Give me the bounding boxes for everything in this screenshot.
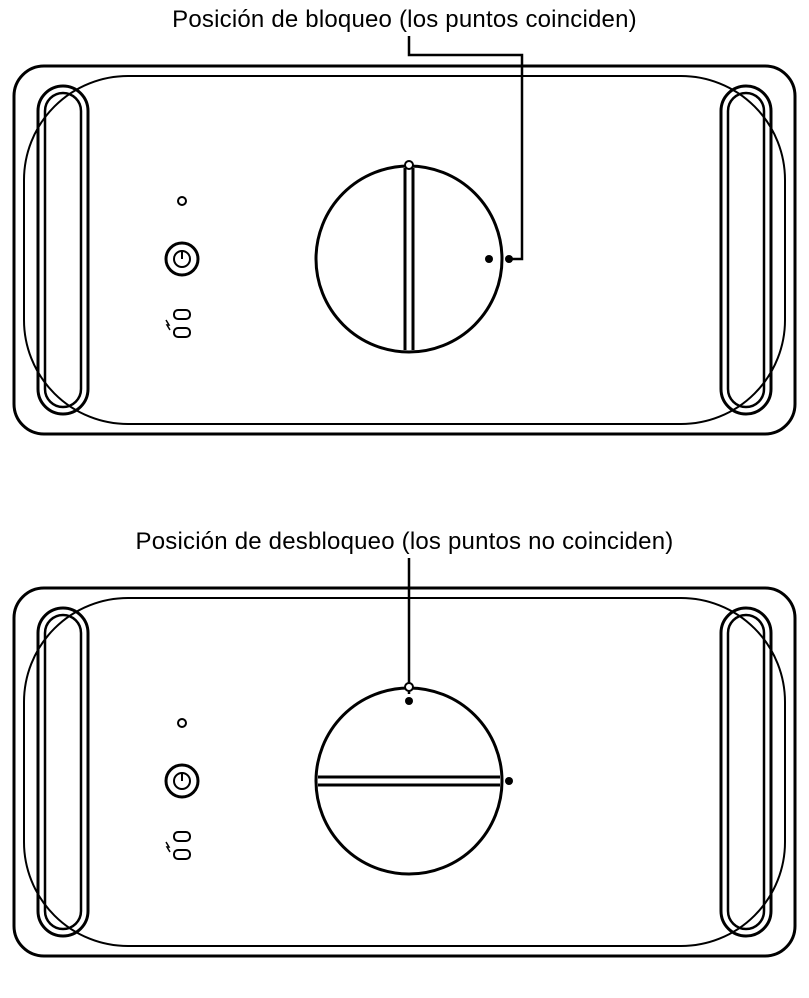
chassis-inner-lip bbox=[24, 598, 785, 946]
port-bottom bbox=[174, 850, 190, 859]
handle-slot-right-inner bbox=[728, 615, 764, 929]
alignment-dot-outer bbox=[505, 777, 513, 785]
handle-slot-left-inner bbox=[45, 615, 81, 929]
alignment-dot-inner bbox=[405, 697, 413, 705]
latch-unlocked bbox=[316, 683, 513, 874]
bolt-icon bbox=[166, 842, 170, 852]
port-top bbox=[174, 832, 190, 841]
status-led bbox=[178, 719, 186, 727]
power-button-icon bbox=[166, 765, 198, 797]
chassis-outline bbox=[14, 588, 795, 956]
panel-unlocked bbox=[12, 586, 797, 958]
